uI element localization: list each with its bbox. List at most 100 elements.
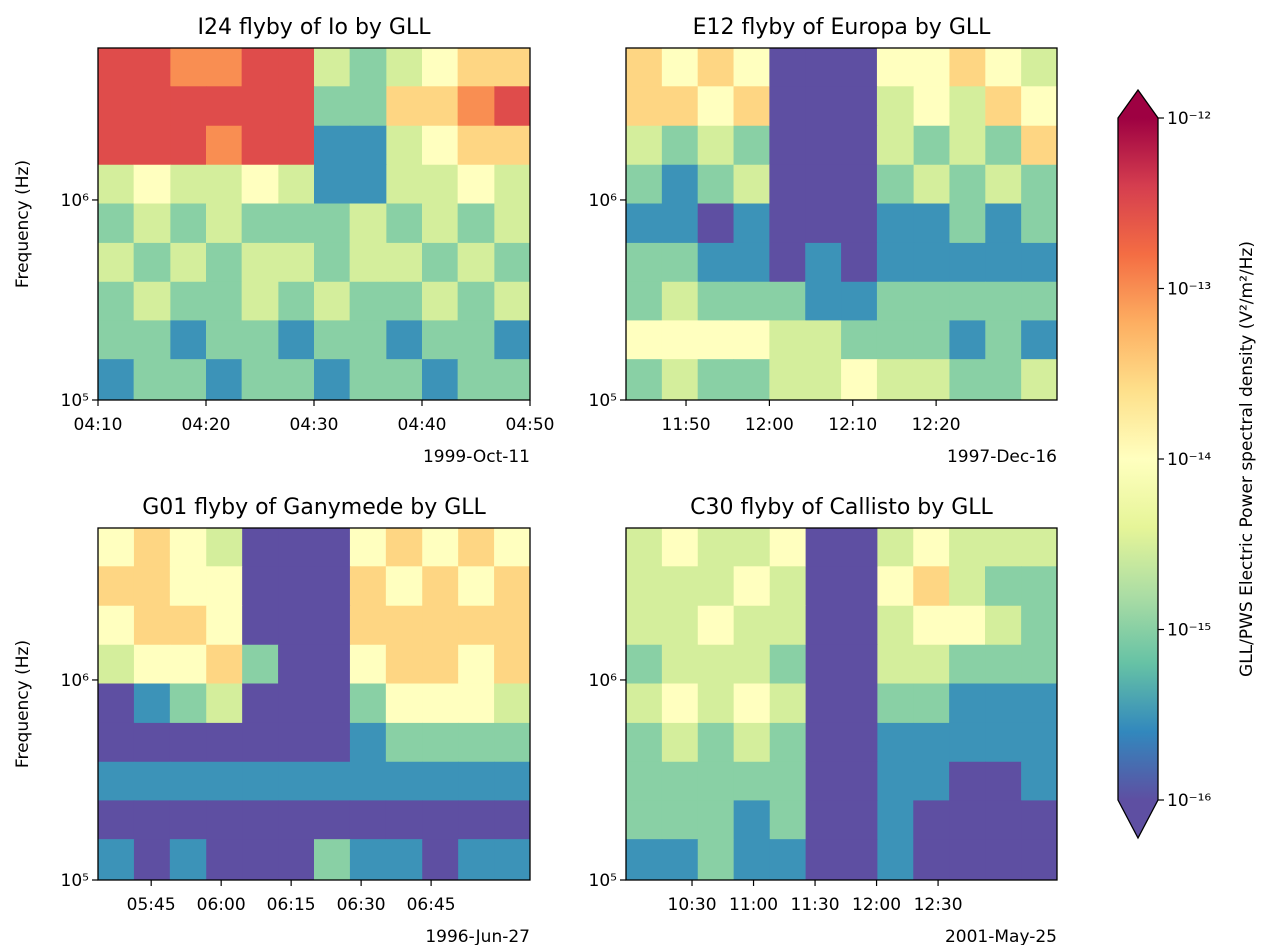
- heatmap-cell: [697, 48, 735, 87]
- heatmap-cell: [349, 528, 387, 567]
- x-tick-label: 12:00: [745, 415, 794, 435]
- heatmap-cell: [841, 281, 878, 321]
- x-tick-label: 10:30: [668, 895, 717, 915]
- heatmap-cell: [133, 125, 171, 166]
- date-label: 1997-Dec-16: [947, 447, 1057, 467]
- heatmap-cell: [626, 125, 663, 166]
- heatmap-cell: [626, 722, 663, 763]
- heatmap-cell: [169, 839, 207, 881]
- heatmap-cell: [697, 359, 735, 401]
- heatmap-cell: [1021, 644, 1058, 685]
- heatmap-cell: [733, 203, 770, 244]
- heatmap-cell: [422, 359, 459, 401]
- heatmap-cell: [841, 86, 878, 127]
- heatmap-cell: [1021, 203, 1058, 244]
- heatmap-cell: [733, 359, 770, 401]
- heatmap-cell: [805, 164, 842, 205]
- heatmap-cell: [385, 839, 423, 881]
- y-tick-label: 10⁵: [589, 871, 617, 891]
- heatmap-cell: [242, 566, 279, 607]
- heatmap-cell: [278, 722, 315, 763]
- heatmap-cell: [457, 281, 495, 321]
- y-tick-label: 10⁶: [589, 191, 618, 211]
- heatmap-cell: [805, 722, 842, 763]
- x-tick-label: 11:30: [791, 895, 840, 915]
- heatmap-cell: [278, 242, 315, 283]
- heatmap-cell: [733, 644, 771, 685]
- heatmap-cell: [769, 164, 806, 205]
- heatmap-cell: [661, 48, 699, 87]
- heatmap-cell: [949, 320, 986, 360]
- heatmap-cell: [278, 203, 315, 244]
- heatmap-cell: [314, 605, 351, 646]
- heatmap-cell: [241, 281, 279, 321]
- heatmap-cell: [169, 683, 207, 724]
- heatmap-cell: [985, 125, 1022, 166]
- heatmap-cell: [170, 48, 207, 87]
- heatmap-cell: [349, 722, 387, 763]
- heatmap-cell: [769, 242, 806, 283]
- heatmap-cell: [494, 86, 531, 127]
- heatmap-cell: [457, 125, 495, 166]
- heatmap-cell: [133, 566, 171, 607]
- heatmap-cell: [949, 164, 986, 205]
- heatmap-cell: [841, 125, 878, 166]
- heatmap-cell: [314, 281, 351, 321]
- y-tick-label: 10⁵: [589, 391, 617, 411]
- heatmap-cell: [385, 528, 423, 567]
- heatmap-cell: [206, 683, 243, 724]
- heatmap-cell: [457, 320, 495, 360]
- colorbar-label: GLL/PWS Electric Power spectral density …: [1237, 241, 1257, 677]
- heatmap-cell: [458, 839, 495, 881]
- heatmap-cell: [697, 605, 735, 646]
- x-tick-label: 06:00: [197, 895, 246, 915]
- heatmap-cell: [697, 722, 735, 763]
- heatmap-cell: [206, 86, 243, 127]
- heatmap-cell: [241, 203, 279, 244]
- heatmap-cell: [1021, 86, 1058, 127]
- heatmap-cell: [697, 125, 735, 166]
- heatmap-cell: [349, 839, 387, 881]
- heatmap-cell: [422, 164, 459, 205]
- heatmap-cell: [278, 281, 315, 321]
- heatmap-cell: [985, 86, 1022, 127]
- heatmap-cell: [913, 359, 950, 401]
- heatmap-cell: [349, 86, 387, 127]
- heatmap-cell: [133, 164, 171, 205]
- panel: E12 flyby of Europa by GLL 11:50 12:00 12:1…: [589, 15, 1058, 467]
- colorbar-gradient: [1118, 118, 1158, 800]
- heatmap-cell: [985, 359, 1022, 401]
- heatmap-cell: [206, 203, 243, 244]
- heatmap-cell: [661, 683, 699, 724]
- heatmap-cell: [278, 839, 315, 881]
- heatmap-cell: [877, 644, 914, 685]
- heatmap-cell: [1021, 722, 1058, 763]
- heatmap-cell: [949, 528, 986, 567]
- heatmap-cell: [494, 528, 531, 567]
- heatmap-cell: [1021, 320, 1058, 360]
- heatmap-cell: [278, 125, 315, 166]
- heatmap-cell: [349, 761, 387, 801]
- heatmap-cell: [170, 281, 207, 321]
- heatmap-cell: [1021, 761, 1058, 801]
- heatmap-cell: [949, 566, 986, 607]
- heatmap-cell: [169, 644, 207, 685]
- x-tick-label: 06:45: [407, 895, 456, 915]
- heatmap-cell: [133, 722, 171, 763]
- heatmap-cell: [494, 644, 531, 685]
- heatmap-cell: [422, 839, 459, 881]
- heatmap-cell: [422, 722, 459, 763]
- heatmap-cell: [169, 605, 207, 646]
- heatmap-cell: [841, 242, 878, 283]
- heatmap-cell: [913, 203, 950, 244]
- heatmap-cell: [805, 683, 842, 724]
- heatmap-cell: [697, 86, 735, 127]
- heatmap-cell: [494, 683, 531, 724]
- heatmap-cell: [206, 722, 243, 763]
- heatmap-cell: [494, 281, 531, 321]
- heatmap-cell: [661, 320, 699, 360]
- heatmap-cell: [733, 125, 770, 166]
- heatmap-cell: [494, 203, 531, 244]
- heatmap-cell: [697, 644, 735, 685]
- heatmap-cell: [422, 86, 459, 127]
